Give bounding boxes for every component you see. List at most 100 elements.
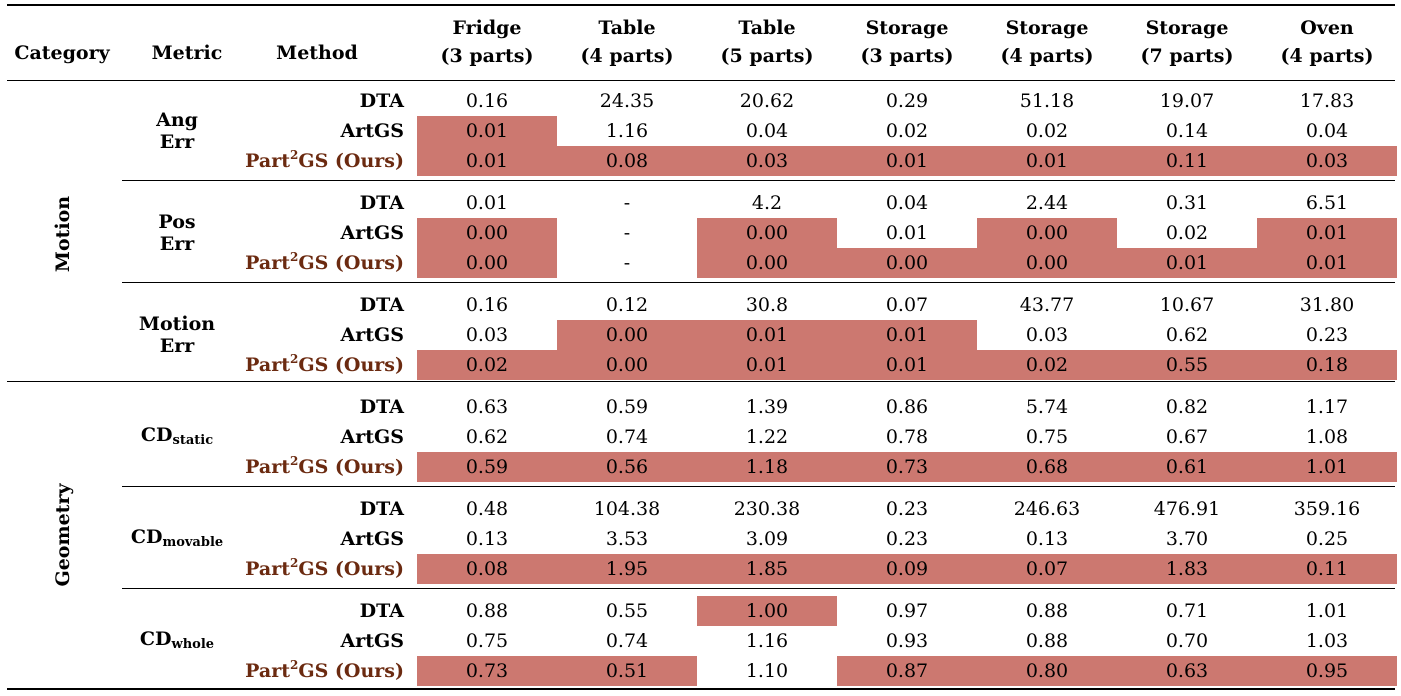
metric-line: Err bbox=[122, 233, 232, 255]
method-ours-suffix: GS (Ours) bbox=[298, 150, 404, 172]
metric-subscript: movable bbox=[162, 535, 224, 550]
header-column-parts: (4 parts) bbox=[1280, 45, 1374, 67]
value-cell: 0.02 bbox=[1025, 120, 1069, 142]
best-value-cell: 0.01 bbox=[837, 350, 977, 380]
header-category: Category bbox=[14, 42, 110, 64]
value-cell: 17.83 bbox=[1299, 90, 1355, 112]
best-value-cell: 0.00 bbox=[977, 218, 1117, 248]
value-cell: 0.03 bbox=[1025, 324, 1069, 346]
metric-text: Err bbox=[159, 131, 195, 153]
value-cell: 0.13 bbox=[1025, 528, 1069, 550]
method-ours-suffix: GS (Ours) bbox=[298, 354, 404, 376]
best-value-cell: 1.95 bbox=[557, 554, 697, 584]
best-value-cell: 0.61 bbox=[1117, 452, 1257, 482]
best-value-cell: 0.00 bbox=[697, 218, 837, 248]
method-dta: DTA bbox=[359, 294, 404, 316]
best-value-cell: 0.59 bbox=[417, 452, 557, 482]
metric-line: CDmovable bbox=[122, 526, 232, 554]
value-cell: 0.25 bbox=[1305, 528, 1349, 550]
best-value-cell: 0.56 bbox=[557, 452, 697, 482]
top-rule bbox=[7, 4, 1395, 6]
value-cell: 0.16 bbox=[465, 294, 509, 316]
header-column-name: Fridge bbox=[452, 17, 522, 39]
value-cell: 246.63 bbox=[1013, 498, 1081, 520]
best-value-cell: 0.01 bbox=[697, 350, 837, 380]
metric-label: CDstatic bbox=[122, 424, 232, 452]
best-value-cell: 0.02 bbox=[417, 350, 557, 380]
method-dta: DTA bbox=[359, 192, 404, 214]
value-cell: 0.74 bbox=[605, 630, 649, 652]
metric-line: CDwhole bbox=[122, 628, 232, 656]
value-cell: 1.16 bbox=[745, 630, 789, 652]
category-rule bbox=[7, 381, 1395, 382]
metric-line: Err bbox=[122, 131, 232, 153]
value-cell: 0.70 bbox=[1165, 630, 1209, 652]
value-cell: 0.02 bbox=[885, 120, 929, 142]
metric-text: CD bbox=[140, 424, 173, 446]
best-value-cell: 0.00 bbox=[417, 218, 557, 248]
best-value-cell: 0.18 bbox=[1257, 350, 1397, 380]
metric-line: Ang bbox=[122, 109, 232, 131]
value-cell: 1.39 bbox=[745, 396, 789, 418]
value-cell: 0.59 bbox=[605, 396, 649, 418]
value-cell: 24.35 bbox=[599, 90, 655, 112]
metric-text: Err bbox=[159, 335, 195, 357]
header-column-parts: (5 parts) bbox=[720, 45, 814, 67]
method-ours: Part2GS (Ours) bbox=[164, 146, 404, 176]
best-value-cell: 0.01 bbox=[1117, 248, 1257, 278]
best-value-cell: 0.73 bbox=[417, 656, 557, 686]
best-value-cell: 1.83 bbox=[1117, 554, 1257, 584]
metric-line: Err bbox=[122, 335, 232, 357]
header-column-parts: (4 parts) bbox=[580, 45, 674, 67]
header-column-3: Storage (3 parts) bbox=[837, 14, 977, 70]
value-cell: 30.8 bbox=[745, 294, 789, 316]
value-cell: 0.88 bbox=[1025, 630, 1069, 652]
method-artgs: ArtGS bbox=[340, 324, 404, 346]
header-rule bbox=[7, 80, 1395, 81]
value-cell: 10.67 bbox=[1159, 294, 1215, 316]
value-cell: 1.16 bbox=[605, 120, 649, 142]
value-cell: 3.09 bbox=[745, 528, 789, 550]
value-cell: 0.12 bbox=[605, 294, 649, 316]
method-ours-sup: 2 bbox=[290, 556, 299, 570]
method-dta: DTA bbox=[359, 600, 404, 622]
method-ours-prefix: Part bbox=[245, 354, 291, 376]
method-ours-sup: 2 bbox=[290, 250, 299, 264]
value-cell: 0.48 bbox=[465, 498, 509, 520]
metric-subscript: whole bbox=[171, 637, 215, 652]
method-dta: DTA bbox=[359, 498, 404, 520]
method-ours: Part2GS (Ours) bbox=[164, 554, 404, 584]
value-cell: - bbox=[623, 222, 631, 244]
value-cell: 3.70 bbox=[1165, 528, 1209, 550]
header-column-5: Storage (7 parts) bbox=[1117, 14, 1257, 70]
header-column-name: Oven bbox=[1300, 17, 1354, 39]
best-value-cell: 0.09 bbox=[837, 554, 977, 584]
value-cell: 1.10 bbox=[745, 660, 789, 682]
best-value-cell: 0.68 bbox=[977, 452, 1117, 482]
value-cell: 19.07 bbox=[1159, 90, 1215, 112]
best-value-cell: 0.11 bbox=[1257, 554, 1397, 584]
value-cell: 0.62 bbox=[465, 426, 509, 448]
value-cell: 0.03 bbox=[465, 324, 509, 346]
best-value-cell: 0.02 bbox=[977, 350, 1117, 380]
best-value-cell: 0.00 bbox=[697, 248, 837, 278]
value-cell: 0.74 bbox=[605, 426, 649, 448]
value-cell: 0.55 bbox=[605, 600, 649, 622]
value-cell: 0.16 bbox=[465, 90, 509, 112]
best-value-cell: 1.85 bbox=[697, 554, 837, 584]
metric-text: Motion bbox=[138, 313, 216, 335]
header-method: Method bbox=[276, 42, 358, 64]
best-value-cell: 0.00 bbox=[557, 350, 697, 380]
group-rule bbox=[122, 282, 1395, 283]
best-value-cell: 1.00 bbox=[697, 596, 837, 626]
header-column-parts: (4 parts) bbox=[1000, 45, 1094, 67]
method-ours-prefix: Part bbox=[245, 150, 291, 172]
header-column-name: Table bbox=[598, 17, 656, 39]
value-cell: 0.04 bbox=[745, 120, 789, 142]
metric-text: CD bbox=[130, 526, 163, 548]
group-rule bbox=[122, 588, 1395, 589]
metric-line: Pos bbox=[122, 211, 232, 233]
best-value-cell: 0.80 bbox=[977, 656, 1117, 686]
method-ours-prefix: Part bbox=[245, 252, 291, 274]
best-value-cell: 0.01 bbox=[977, 146, 1117, 176]
